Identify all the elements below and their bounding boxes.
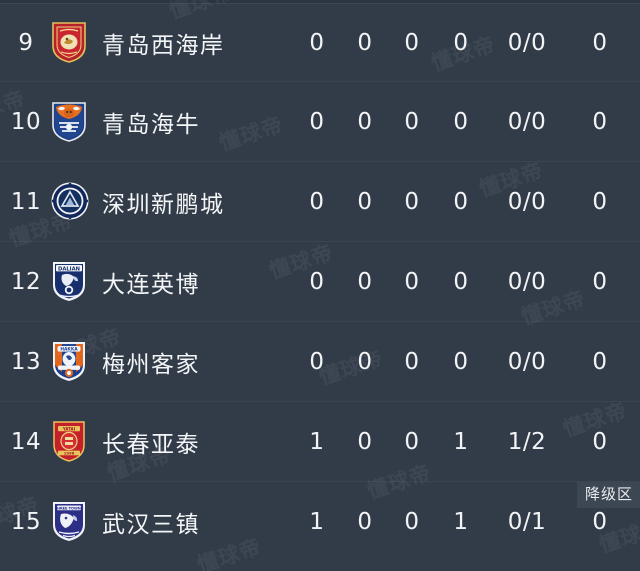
svg-text:THREE TOWNS: THREE TOWNS — [55, 506, 84, 510]
drawn-cell: 0 — [404, 188, 420, 215]
team-name[interactable]: 青岛海牛 — [102, 111, 200, 138]
qingdao-west-coast-crest-icon — [49, 20, 93, 66]
won-cell: 0 — [357, 268, 373, 295]
dalian-yingbo-crest-icon: DALIAN — [49, 259, 93, 305]
rank-cell: 10 — [10, 108, 42, 135]
played-cell: 1 — [309, 428, 325, 455]
points-cell: 0 — [592, 428, 608, 455]
stats-group: 1 0 0 1 0/1 0 — [302, 482, 640, 562]
table-row[interactable]: 11 深圳新鹏城 0 0 0 0 0/0 0 — [0, 162, 640, 242]
stats-group: 0 0 0 0 0/0 0 — [302, 162, 640, 241]
rank-cell: 15 — [10, 509, 42, 535]
lost-cell: 0 — [453, 108, 469, 135]
goals-cell: 1/2 — [507, 428, 547, 455]
relegation-zone-badge: 降级区 — [576, 482, 640, 508]
table-top-divider — [0, 0, 640, 4]
points-cell: 0 — [592, 188, 608, 215]
table-row[interactable]: 15 THREE TOWNS 武汉三镇 降级区 1 0 0 1 0/1 0 — [0, 482, 640, 562]
played-cell: 0 — [309, 268, 325, 295]
svg-text:YATAI: YATAI — [62, 426, 76, 431]
rank-cell: 13 — [10, 348, 42, 375]
team-name[interactable]: 梅州客家 — [102, 351, 200, 378]
stats-group: 0 0 0 0 0/0 0 — [302, 4, 640, 81]
svg-text:HAKKA: HAKKA — [60, 346, 78, 352]
goals-cell: 0/0 — [507, 188, 547, 215]
lost-cell: 1 — [453, 509, 469, 535]
played-cell: 0 — [309, 108, 325, 135]
lost-cell: 0 — [453, 29, 469, 56]
points-cell: 0 — [592, 268, 608, 295]
lost-cell: 0 — [453, 188, 469, 215]
won-cell: 0 — [357, 509, 373, 535]
played-cell: 1 — [309, 509, 325, 535]
drawn-cell: 0 — [404, 428, 420, 455]
points-cell: 0 — [592, 29, 608, 56]
svg-text:1996: 1996 — [64, 450, 75, 455]
table-row[interactable]: 14 YATAI 1996 长春亚泰 1 0 0 1 1/2 0 — [0, 402, 640, 482]
drawn-cell: 0 — [404, 108, 420, 135]
rank-cell: 12 — [10, 268, 42, 295]
won-cell: 0 — [357, 108, 373, 135]
lost-cell: 0 — [453, 268, 469, 295]
drawn-cell: 0 — [404, 348, 420, 375]
goals-cell: 0/0 — [507, 108, 547, 135]
rank-cell: 14 — [10, 428, 42, 455]
team-name[interactable]: 长春亚泰 — [102, 431, 200, 458]
lost-cell: 0 — [453, 348, 469, 375]
won-cell: 0 — [357, 29, 373, 56]
table-row[interactable]: 9 青岛西海岸 0 0 0 0 0/0 0 — [0, 4, 640, 82]
team-name[interactable]: 武汉三镇 — [102, 512, 200, 538]
table-row[interactable]: 12 DALIAN 大连英博 0 0 0 0 0/0 0 — [0, 242, 640, 322]
team-name[interactable]: 深圳新鹏城 — [102, 191, 225, 218]
wuhan-three-towns-crest-icon: THREE TOWNS — [49, 499, 93, 545]
points-cell: 0 — [592, 509, 608, 535]
drawn-cell: 0 — [404, 29, 420, 56]
goals-cell: 0/1 — [507, 509, 547, 535]
played-cell: 0 — [309, 29, 325, 56]
won-cell: 0 — [357, 428, 373, 455]
table-row[interactable]: 13 HAKKA 梅州客家 0 0 0 0 0/0 0 — [0, 322, 640, 402]
team-name[interactable]: 大连英博 — [102, 271, 200, 298]
goals-cell: 0/0 — [507, 268, 547, 295]
table-row[interactable]: 10 青岛海牛 0 0 0 0 0/0 0 — [0, 82, 640, 162]
team-name[interactable]: 青岛西海岸 — [102, 32, 225, 59]
stats-group: 0 0 0 0 0/0 0 — [302, 82, 640, 161]
stats-group: 0 0 0 0 0/0 0 — [302, 322, 640, 401]
shenzhen-peng-city-crest-icon — [49, 179, 93, 225]
rank-cell: 9 — [18, 29, 34, 56]
won-cell: 0 — [357, 188, 373, 215]
played-cell: 0 — [309, 348, 325, 375]
drawn-cell: 0 — [404, 268, 420, 295]
won-cell: 0 — [357, 348, 373, 375]
qingdao-hainiu-crest-icon — [49, 99, 93, 145]
stats-group: 0 0 0 0 0/0 0 — [302, 242, 640, 321]
changchun-yatai-crest-icon: YATAI 1996 — [49, 419, 93, 465]
points-cell: 0 — [592, 348, 608, 375]
drawn-cell: 0 — [404, 509, 420, 535]
stats-group: 1 0 0 1 1/2 0 — [302, 402, 640, 481]
lost-cell: 1 — [453, 428, 469, 455]
goals-cell: 0/0 — [507, 29, 547, 56]
points-cell: 0 — [592, 108, 608, 135]
meizhou-hakka-crest-icon: HAKKA — [49, 339, 93, 385]
played-cell: 0 — [309, 188, 325, 215]
rank-cell: 11 — [10, 188, 42, 215]
goals-cell: 0/0 — [507, 348, 547, 375]
svg-text:DALIAN: DALIAN — [58, 266, 80, 272]
